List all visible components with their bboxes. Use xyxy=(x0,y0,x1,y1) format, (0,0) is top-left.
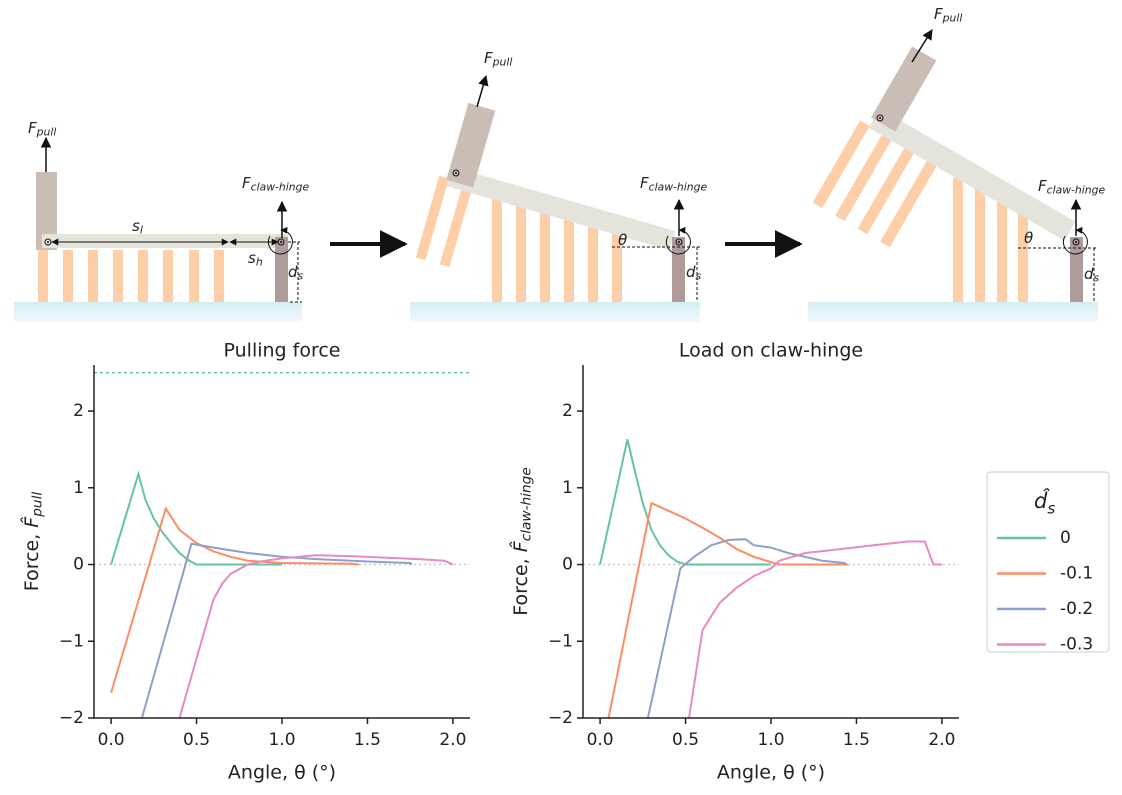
symbol-label: Fpull xyxy=(484,49,512,69)
label-subscript: claw-hinge xyxy=(251,181,310,194)
legend-box xyxy=(986,471,1110,653)
y-tick-label: −2 xyxy=(548,708,573,728)
legend-label: -0.2 xyxy=(1060,599,1093,619)
x-tick-label: 1.0 xyxy=(757,730,784,750)
label-subscript: claw-hinge xyxy=(649,181,708,194)
y-tick-label: 1 xyxy=(562,478,573,498)
label-subscript: pull xyxy=(36,126,57,139)
label-symbol: F xyxy=(640,174,649,192)
symbol-label: Fclaw-hinge xyxy=(242,174,309,194)
y-tick-label: 2 xyxy=(562,401,573,421)
x-tick-label: 1.5 xyxy=(354,730,381,750)
label-symbol: F xyxy=(242,174,251,192)
label-subscript: claw-hinge xyxy=(1047,184,1106,197)
x-tick-label: 2.0 xyxy=(439,730,466,750)
x-tick-label: 0.5 xyxy=(672,730,699,750)
series-line xyxy=(599,439,771,566)
symbol-label: sh xyxy=(248,249,263,269)
label-symbol: s xyxy=(132,217,140,235)
y-tick-label: 0 xyxy=(73,555,84,575)
label-subscript: s xyxy=(1047,499,1055,517)
series-line xyxy=(110,470,282,566)
label-symbol: d xyxy=(1084,265,1094,283)
label-symbol: F̂ xyxy=(509,540,531,552)
label-symbol: s xyxy=(248,249,256,267)
x-axis-label: Angle, θ (°) xyxy=(228,762,336,784)
symbol-label: Force, F̂pull xyxy=(20,492,46,592)
chart-title: Pulling force xyxy=(224,340,341,362)
symbol-label: Fpull xyxy=(28,119,56,139)
symbol-label: Fclaw-hinge xyxy=(640,174,707,194)
symbol-label: Fpull xyxy=(934,5,962,25)
y-tick-label: 2 xyxy=(73,401,84,421)
series-line xyxy=(646,538,847,719)
label-symbol: θ xyxy=(618,231,627,249)
label-subscript: s xyxy=(1094,272,1100,285)
symbol-label: ds xyxy=(1084,265,1100,285)
y-tick-label: −1 xyxy=(548,631,573,651)
x-tick-label: 1.0 xyxy=(268,730,295,750)
label-symbol: θ xyxy=(1024,229,1033,247)
symbol-label: d̂s xyxy=(1034,488,1055,517)
y-tick-label: 1 xyxy=(73,478,84,498)
label-subscript: pull xyxy=(30,492,46,518)
label-symbol: d̂ xyxy=(1034,488,1050,513)
label-symbol: F̂ xyxy=(20,516,42,528)
x-axis-label: Angle, θ (°) xyxy=(717,762,825,784)
label-symbol: d xyxy=(686,263,696,281)
symbol-label: ds xyxy=(686,263,702,283)
y-tick-label: −1 xyxy=(59,631,84,651)
legend-label: -0.3 xyxy=(1060,635,1093,655)
label-subscript: h xyxy=(256,256,263,269)
label-subscript: l xyxy=(140,224,143,237)
series-line xyxy=(607,501,848,719)
x-tick-label: 1.5 xyxy=(843,730,870,750)
series-line xyxy=(140,542,413,719)
label-text: Force, xyxy=(21,534,43,591)
x-tick-label: 2.0 xyxy=(928,730,955,750)
legend-label: 0 xyxy=(1060,528,1071,548)
y-tick-label: 0 xyxy=(562,555,573,575)
label-symbol: F xyxy=(934,5,943,23)
series-line xyxy=(110,506,359,693)
x-tick-label: 0.5 xyxy=(183,730,210,750)
x-tick-label: 0.0 xyxy=(587,730,614,750)
symbol-label: ds xyxy=(288,263,304,283)
x-tick-label: 0.0 xyxy=(98,730,125,750)
symbol-label: Fclaw-hinge xyxy=(1038,177,1105,197)
label-symbol: F xyxy=(484,49,493,67)
symbol-label: θ xyxy=(1024,229,1033,247)
label-subscript: s xyxy=(298,270,304,283)
label-symbol: F xyxy=(1038,177,1047,195)
y-tick-label: −2 xyxy=(59,708,84,728)
label-subscript: pull xyxy=(492,56,513,69)
legend-label: -0.1 xyxy=(1060,564,1093,584)
symbol-label: Force, F̂claw-hinge xyxy=(509,467,535,615)
label-text: Force, xyxy=(510,558,532,615)
label-symbol: F xyxy=(28,119,37,137)
chart-title: Load on claw-hinge xyxy=(679,340,863,362)
label-symbol: d xyxy=(288,263,298,281)
label-subscript: pull xyxy=(942,12,963,25)
label-subscript: s xyxy=(696,270,702,283)
series-line xyxy=(688,540,942,719)
symbol-label: θ xyxy=(618,231,627,249)
diagram xyxy=(14,29,1098,322)
symbol-label: sl xyxy=(132,217,143,237)
label-subscript: claw-hinge xyxy=(519,467,535,541)
series-line xyxy=(178,554,454,719)
